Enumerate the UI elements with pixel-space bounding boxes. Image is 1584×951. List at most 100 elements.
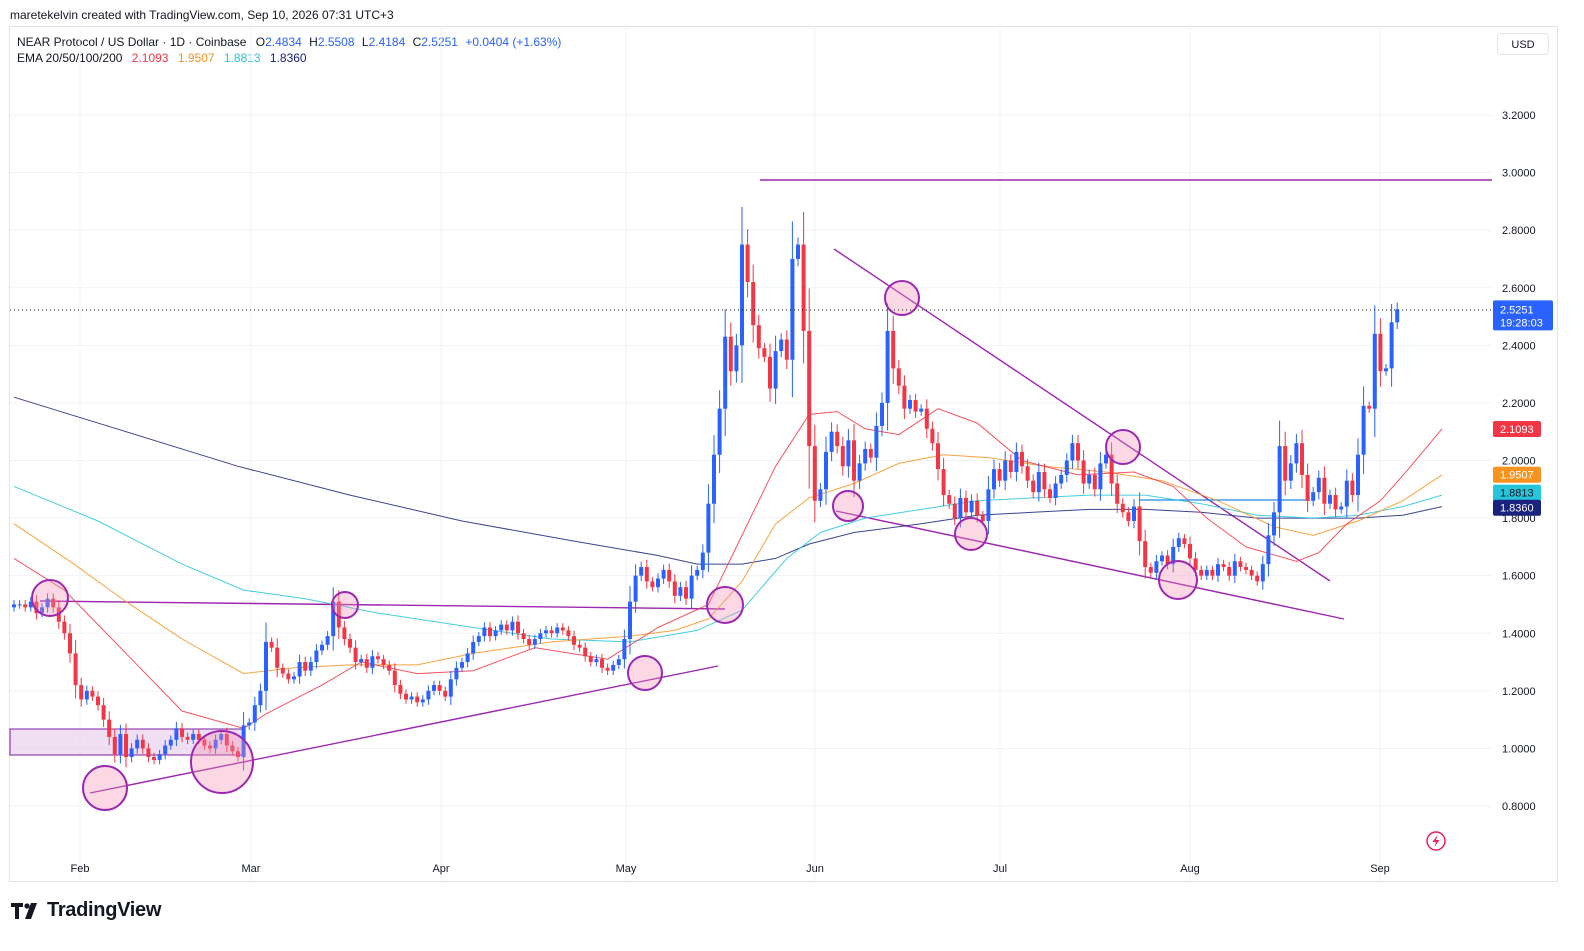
- candle: [588, 651, 593, 667]
- candle: [510, 616, 515, 636]
- currency-button[interactable]: USD: [1497, 33, 1549, 55]
- candle-body: [689, 575, 694, 599]
- candle-body: [241, 725, 246, 758]
- candle-body: [852, 440, 856, 481]
- candle: [762, 342, 767, 363]
- circle-marker: [1105, 429, 1141, 465]
- time-tick-label: Sep: [1370, 863, 1390, 875]
- candle: [992, 459, 996, 499]
- candle-body: [667, 569, 672, 582]
- candle-body: [824, 451, 828, 490]
- candle: [1143, 529, 1148, 579]
- candle-body: [68, 633, 72, 654]
- candle: [129, 743, 134, 763]
- time-tick-label: Aug: [1180, 863, 1200, 875]
- candle: [689, 565, 694, 610]
- candle-body: [639, 567, 644, 576]
- candle: [292, 672, 296, 684]
- candle-body: [1014, 451, 1019, 473]
- candle-body: [840, 446, 845, 467]
- circle-marker: [627, 655, 663, 691]
- candle: [1350, 473, 1355, 503]
- candle: [432, 680, 436, 696]
- tradingview-brand[interactable]: TradingView: [11, 899, 161, 922]
- candle: [84, 685, 89, 705]
- ema-label[interactable]: EMA 20/50/100/200: [17, 51, 123, 65]
- candle-body: [202, 739, 207, 746]
- candle: [661, 564, 666, 584]
- candle: [1048, 483, 1052, 504]
- candle-body: [958, 497, 963, 519]
- high-value: 2.5508: [317, 35, 355, 49]
- candle-body: [34, 601, 39, 614]
- ema50-value: 1.9507: [177, 51, 215, 65]
- candle: [320, 640, 324, 655]
- candle: [404, 689, 408, 704]
- circle-marker: [82, 765, 128, 811]
- candle: [896, 360, 901, 394]
- candle-body: [308, 662, 313, 671]
- candle-body: [1232, 561, 1237, 576]
- candle: [706, 484, 711, 573]
- ema200-value: 1.8360: [269, 51, 307, 65]
- candle: [1367, 401, 1372, 413]
- candle: [437, 680, 442, 696]
- candle: [639, 561, 644, 581]
- candle: [493, 626, 498, 641]
- tradingview-logo-icon: [11, 902, 37, 919]
- ema20-line: [13, 408, 1443, 729]
- candle: [1087, 469, 1092, 489]
- candle: [140, 734, 145, 754]
- candle-body: [846, 440, 851, 467]
- time-tick-label: Jun: [806, 863, 824, 875]
- candle-body: [964, 497, 968, 513]
- candle: [504, 620, 509, 635]
- time-tick-label: Apr: [432, 863, 449, 875]
- candle: [297, 654, 302, 684]
- candle-body: [1277, 446, 1282, 513]
- candle: [325, 630, 330, 651]
- candle-body: [1389, 322, 1394, 369]
- candle-body: [359, 659, 364, 663]
- candle: [941, 457, 946, 507]
- change-value: +0.0404 (+1.63%): [465, 35, 562, 49]
- candle: [1120, 498, 1125, 518]
- lightning-icon[interactable]: [1426, 831, 1446, 851]
- candle-body: [297, 662, 302, 677]
- candle: [364, 653, 369, 674]
- candle-body: [1255, 575, 1260, 582]
- candle: [1277, 420, 1282, 538]
- candle: [1260, 555, 1265, 590]
- candle: [824, 436, 828, 505]
- candle: [482, 622, 487, 642]
- ema-badge-box: [1493, 421, 1541, 438]
- candle-body: [952, 503, 957, 519]
- candle: [236, 746, 240, 762]
- price-tick-label: 1.0000: [1502, 743, 1536, 755]
- candle-body: [969, 500, 974, 513]
- candle-body: [1210, 569, 1215, 576]
- candle: [118, 724, 123, 764]
- candle-body: [1300, 443, 1304, 475]
- candle-body: [1176, 538, 1181, 547]
- candle: [348, 633, 352, 653]
- ema-badge-value: 1.8360: [1500, 503, 1534, 515]
- candle: [717, 390, 722, 474]
- candle: [1137, 492, 1142, 556]
- candle-body: [482, 627, 487, 637]
- candles: [12, 206, 1400, 771]
- candle: [62, 615, 67, 640]
- symbol-title[interactable]: NEAR Protocol / US Dollar · 1D · Coinbas…: [17, 35, 247, 49]
- candle-body: [835, 431, 840, 447]
- candle-body: [387, 664, 392, 671]
- candle: [1232, 553, 1237, 584]
- candle-body: [930, 428, 935, 444]
- candle: [1176, 532, 1181, 553]
- candle-body: [588, 656, 593, 663]
- candle: [807, 288, 812, 489]
- candle-body: [1092, 474, 1097, 490]
- candle: [213, 734, 218, 754]
- candle-body: [1104, 454, 1108, 464]
- candle-body: [157, 754, 162, 760]
